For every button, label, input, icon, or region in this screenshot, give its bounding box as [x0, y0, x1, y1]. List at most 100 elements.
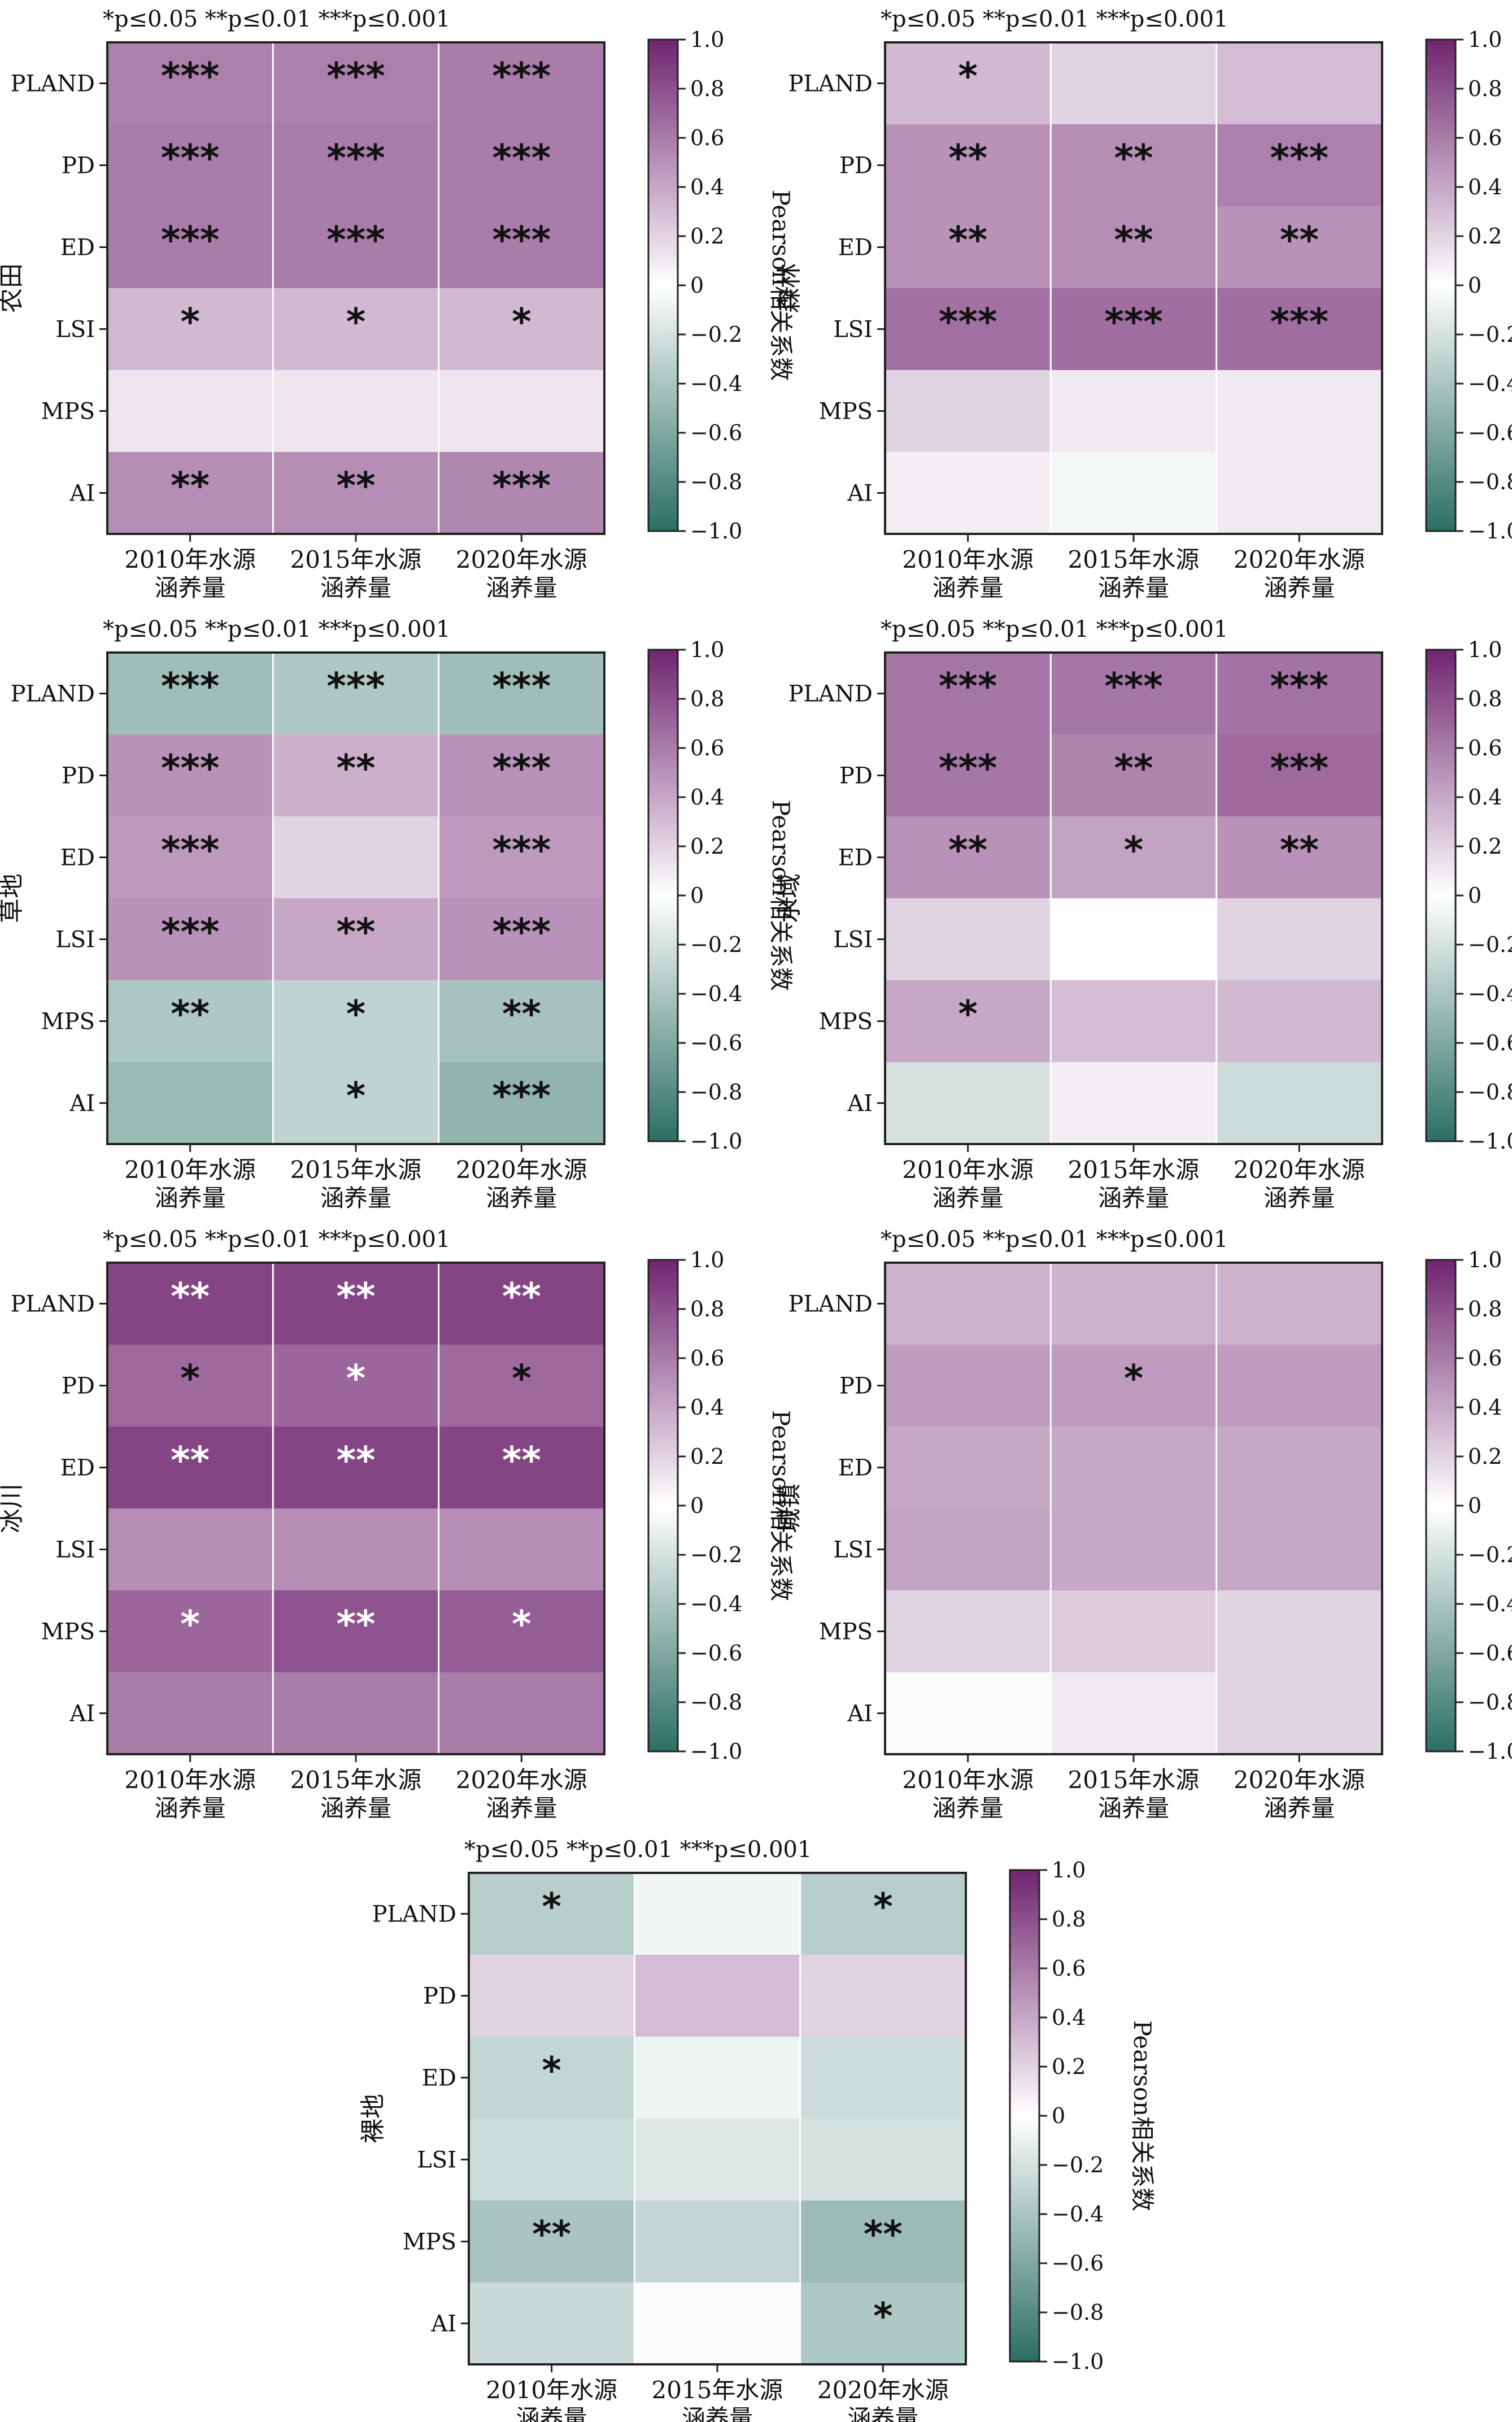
y-tick-label: LSI — [55, 927, 95, 953]
x-tick-label: 2015年水源涵养量 — [290, 546, 422, 602]
colorbar-tick-label: −1.0 — [1468, 1129, 1512, 1154]
heatmap-cell — [1051, 206, 1217, 288]
significance-mark: *** — [1104, 665, 1163, 708]
significance-legend: *p≤0.05 **p≤0.01 ***p≤0.001 — [881, 1227, 1228, 1253]
heatmap-cell — [1051, 734, 1217, 816]
y-axis-label: 森林 — [775, 263, 804, 313]
heatmap-cell — [885, 124, 1051, 206]
colorbar-tick-label: 0.6 — [1468, 1346, 1502, 1371]
heatmap-cell — [1051, 42, 1217, 124]
colorbar-tick-label: 0.6 — [1468, 125, 1502, 150]
significance-legend: *p≤0.05 **p≤0.01 ***p≤0.001 — [103, 6, 450, 32]
heatmap-cell — [885, 1263, 1051, 1345]
significance-mark: ** — [502, 1275, 541, 1319]
significance-mark: * — [346, 301, 366, 344]
heatmap-cell — [107, 1590, 273, 1672]
colorbar-tick-label: −0.6 — [690, 1030, 742, 1055]
heatmap-cell — [1216, 1062, 1382, 1144]
heatmap-cell — [273, 124, 439, 206]
x-tick-label: 2010年水源涵养量 — [124, 1156, 256, 1212]
heatmap-cell — [800, 2201, 966, 2282]
heatmap-cell — [107, 1062, 273, 1144]
y-tick-label: MPS — [403, 2229, 456, 2255]
heatmap-cell — [800, 2037, 966, 2119]
heatmap-cell — [885, 1590, 1051, 1672]
significance-mark: ** — [1280, 829, 1319, 872]
heatmap-cell — [438, 1508, 604, 1590]
colorbar — [1009, 1869, 1040, 2363]
significance-mark: ** — [336, 1603, 375, 1646]
significance-mark: ** — [171, 464, 210, 508]
colorbar-tick-label: 0.6 — [1052, 1956, 1086, 1981]
y-tick-label: MPS — [41, 1619, 95, 1645]
y-tick-label: PD — [62, 763, 95, 789]
x-tick-label: 2010年水源涵养量 — [124, 546, 256, 602]
x-tick-label: 2010年水源涵养量 — [124, 1766, 256, 1822]
heatmap-cell — [438, 42, 604, 124]
heatmap-cell — [273, 734, 439, 816]
heatmap-cell — [1051, 1590, 1217, 1672]
heatmap-cell — [634, 2037, 800, 2119]
significance-mark: * — [346, 993, 366, 1036]
heatmap-cell — [273, 206, 439, 288]
heatmap-cell — [1051, 370, 1217, 452]
x-tick-label: 2020年水源涵养量 — [456, 546, 587, 602]
colorbar-label: Pearson相关系数 — [1128, 2020, 1156, 2211]
heatmap-cell — [438, 452, 604, 534]
colorbar-tick-label: −0.8 — [1468, 1080, 1512, 1105]
heatmap-cell — [107, 898, 273, 980]
y-tick-label: PLAND — [11, 71, 95, 97]
colorbar-tick-label: −0.8 — [1468, 469, 1512, 494]
heatmap-cell — [107, 1345, 273, 1427]
heatmap-cell — [634, 1955, 800, 2037]
y-axis-label: 农田 — [0, 263, 26, 313]
heatmap-cell — [1216, 1508, 1382, 1590]
colorbar-tick-label: 0.2 — [1468, 1444, 1502, 1469]
heatmap-cell — [885, 980, 1051, 1062]
y-tick-label: MPS — [41, 399, 95, 425]
heatmap-cell — [885, 42, 1051, 124]
heatmap-cell — [107, 1427, 273, 1508]
heatmap-cell — [273, 42, 439, 124]
colorbar-tick-label: −0.6 — [1468, 420, 1512, 445]
heatmap-cell — [438, 898, 604, 980]
colorbar-tick-label: −0.2 — [1468, 1542, 1512, 1567]
colorbar-tick-label: 1.0 — [1468, 637, 1502, 662]
significance-legend: *p≤0.05 **p≤0.01 ***p≤0.001 — [103, 1227, 450, 1253]
y-tick-label: PLAND — [788, 681, 873, 707]
heatmap-cell — [1216, 898, 1382, 980]
colorbar — [1425, 649, 1457, 1142]
heatmap-cell — [1051, 124, 1217, 206]
y-tick-label: PD — [62, 153, 95, 179]
colorbar-tick-label: 0 — [690, 1493, 704, 1518]
heatmap-cell — [634, 1873, 800, 1955]
colorbar-tick-label: −0.8 — [690, 1080, 742, 1105]
significance-mark: *** — [493, 137, 551, 180]
heatmap-cell — [273, 1508, 439, 1590]
significance-mark: *** — [326, 219, 385, 262]
significance-mark: *** — [493, 464, 551, 508]
heatmap-cell — [885, 1062, 1051, 1144]
heatmap-cell — [107, 1263, 273, 1345]
heatmap-cell — [1051, 1062, 1217, 1144]
significance-mark: ** — [336, 464, 375, 508]
heatmap-panel-6: *p≤0.05 **p≤0.01 ***p≤0.001 * PLAND PD ED LSI… — [775, 1227, 1512, 1822]
colorbar-tick-label: 0.2 — [690, 1444, 724, 1469]
significance-mark: *** — [326, 55, 385, 98]
significance-mark: *** — [1104, 301, 1163, 344]
colorbar-tick-label: −0.4 — [1052, 2202, 1104, 2227]
y-tick-label: MPS — [819, 1009, 873, 1035]
heatmap-cell — [1051, 816, 1217, 898]
y-axis-label: 水域 — [775, 873, 804, 923]
heatmap-cell — [1216, 980, 1382, 1062]
heatmap-cell — [438, 734, 604, 816]
y-tick-label: PLAND — [11, 1292, 95, 1317]
heatmap-cell — [469, 2201, 635, 2282]
colorbar-tick-label: 0 — [1468, 883, 1482, 908]
significance-mark: * — [1124, 1357, 1144, 1401]
significance-mark: *** — [493, 219, 551, 262]
heatmap-cell — [1216, 42, 1382, 124]
colorbar-tick-label: 0.2 — [1468, 224, 1502, 249]
heatmap-cell — [438, 1263, 604, 1345]
significance-mark: *** — [493, 911, 551, 954]
